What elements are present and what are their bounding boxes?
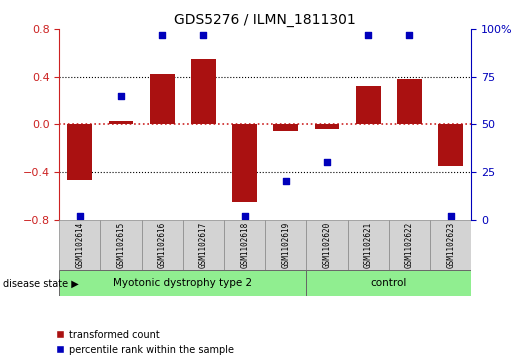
Bar [67, 124, 92, 180]
Bar [265, 220, 306, 270]
Text: GSM1102616: GSM1102616 [158, 222, 167, 268]
Title: GDS5276 / ILMN_1811301: GDS5276 / ILMN_1811301 [175, 13, 356, 26]
Text: GSM1102621: GSM1102621 [364, 222, 373, 268]
Bar [306, 220, 348, 270]
Bar [191, 59, 216, 124]
Text: GSM1102622: GSM1102622 [405, 222, 414, 268]
Text: GSM1102614: GSM1102614 [75, 222, 84, 268]
Bar [150, 74, 175, 124]
Bar [356, 86, 381, 124]
Bar [183, 220, 224, 270]
Bar [100, 220, 142, 270]
Bar [315, 124, 339, 129]
Text: GSM1102615: GSM1102615 [116, 222, 126, 268]
Point [199, 32, 208, 38]
Bar [348, 220, 389, 270]
Bar [306, 270, 471, 296]
Point [323, 159, 331, 165]
Legend: transformed count, percentile rank within the sample: transformed count, percentile rank withi… [56, 330, 234, 355]
Bar [59, 270, 306, 296]
Text: GSM1102618: GSM1102618 [240, 222, 249, 268]
Bar [224, 220, 265, 270]
Text: GSM1102623: GSM1102623 [446, 222, 455, 268]
Text: Myotonic dystrophy type 2: Myotonic dystrophy type 2 [113, 278, 252, 288]
Point [158, 32, 166, 38]
Bar [389, 220, 430, 270]
Bar [142, 220, 183, 270]
Point [76, 213, 84, 219]
Bar [438, 124, 463, 166]
Bar [59, 220, 100, 270]
Bar [397, 79, 422, 124]
Text: disease state ▶: disease state ▶ [3, 279, 78, 289]
Point [282, 179, 290, 184]
Bar [232, 124, 257, 202]
Text: control: control [371, 278, 407, 288]
Point [364, 32, 372, 38]
Text: GSM1102619: GSM1102619 [281, 222, 290, 268]
Text: GSM1102620: GSM1102620 [322, 222, 332, 268]
Point [241, 213, 249, 219]
Bar [273, 124, 298, 131]
Text: GSM1102617: GSM1102617 [199, 222, 208, 268]
Point [117, 93, 125, 99]
Bar [109, 121, 133, 124]
Bar [430, 220, 471, 270]
Point [405, 32, 414, 38]
Point [447, 213, 455, 219]
